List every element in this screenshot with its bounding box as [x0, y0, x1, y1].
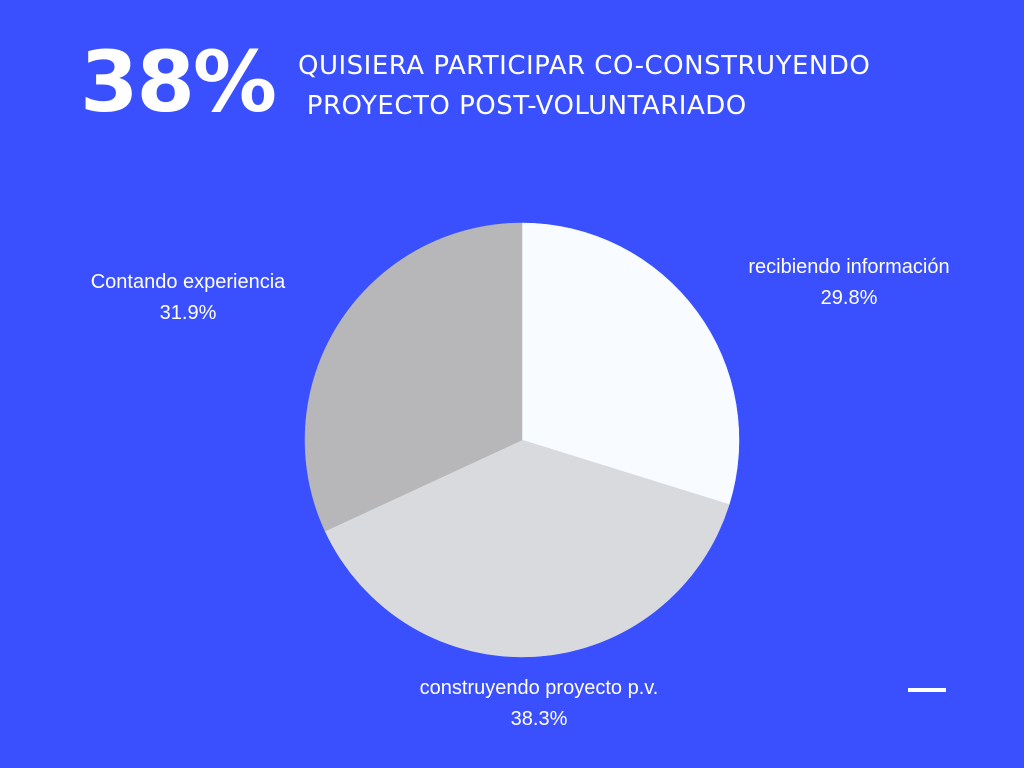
slice-percentage: 38.3%	[510, 708, 568, 730]
headline-title-line-2: PROYECTO POST-VOLUNTARIADO	[298, 91, 747, 121]
slice-label-recibiendo-informacion: recibiendo información 29.8%	[735, 252, 963, 314]
slice-label-construyendo-proyecto: construyendo proyecto p.v. 38.3%	[395, 673, 683, 735]
headline-title-line-1: QUISIERA PARTICIPAR CO-CONSTRUYENDO	[298, 51, 871, 81]
pie-slice-2	[304, 222, 523, 532]
slice-name: Contando experiencia	[90, 271, 286, 293]
slice-name: construyendo proyecto p.v.	[419, 677, 659, 699]
headline-percentage: 38%	[80, 33, 277, 131]
headline-title: QUISIERA PARTICIPAR CO-CONSTRUYENDO PROY…	[298, 46, 870, 126]
slice-name: recibiendo información	[748, 256, 950, 278]
pie-slice-0	[521, 222, 740, 505]
slice-label-contando-experiencia: Contando experiencia 31.9%	[70, 267, 306, 329]
decorative-dash	[908, 688, 946, 692]
pie-slice-1	[324, 439, 730, 658]
slice-percentage: 29.8%	[820, 287, 878, 309]
slice-percentage: 31.9%	[159, 302, 217, 324]
